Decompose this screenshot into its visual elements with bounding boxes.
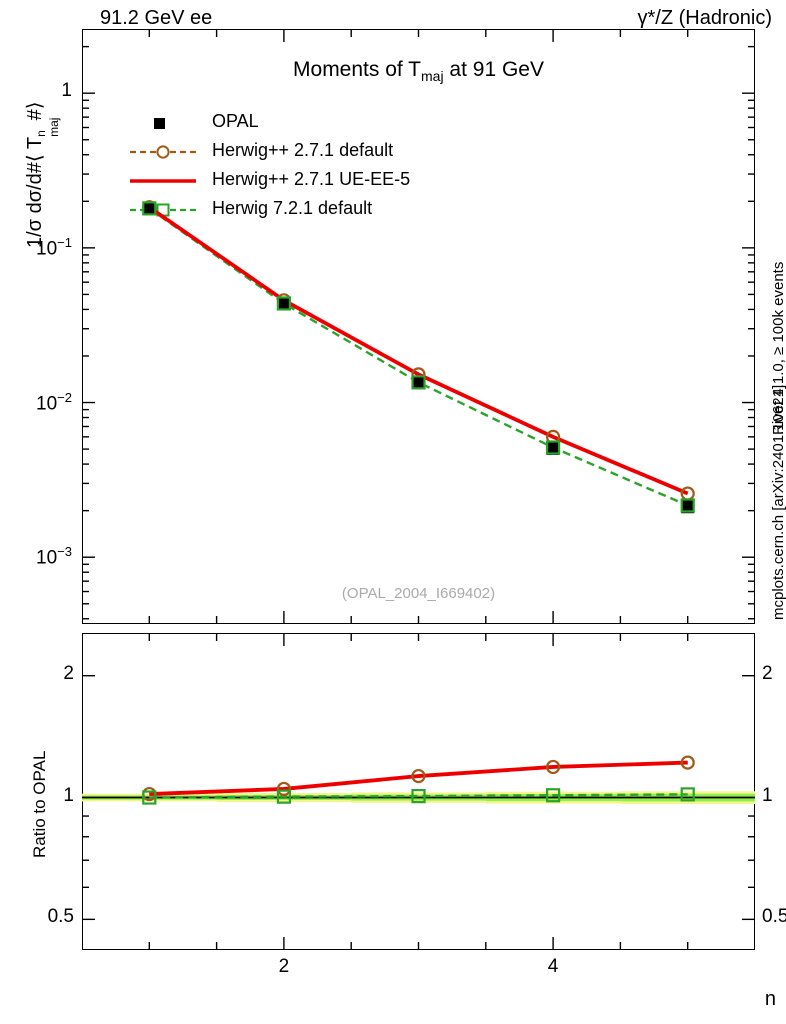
y-tick-label: 10−1 — [36, 234, 72, 260]
dataset-watermark: (OPAL_2004_I669402) — [341, 585, 496, 602]
ratio-tick-label-right: 2 — [762, 662, 773, 684]
y-tick-label: 1 — [61, 80, 72, 102]
ratio-tick-label-right: 1 — [762, 784, 773, 806]
ratio-tick-label-left: 1 — [63, 784, 74, 806]
plot-title-subscript: maj — [421, 68, 444, 85]
y-tick-label: 10−2 — [36, 389, 72, 414]
y-axis-label-sup: n — [34, 130, 48, 137]
y-axis-label-post: #⟩ — [24, 101, 46, 126]
header-process-label: γ*/Z (Hadronic) — [637, 7, 772, 29]
legend-label-herwigpp-default: Herwig++ 2.7.1 default — [212, 140, 394, 160]
plot-title-tail: at 91 GeV — [443, 58, 544, 81]
legend-key-herwigpp-ueee5 — [128, 166, 200, 195]
y-axis-label-pre: 1/σ dσ/d#⟨ T — [24, 136, 46, 248]
ratio-tick-label-left: 0.5 — [47, 906, 74, 928]
y-axis-label-sub: maj — [47, 117, 61, 137]
plot-title-main: Moments of T — [293, 58, 422, 81]
x-axis-label: n — [764, 988, 776, 1010]
header-energy-label: 91.2 GeV ee — [100, 7, 213, 29]
ratio-tick-label-left: 2 — [63, 662, 74, 684]
legend-label-opal: OPAL — [212, 111, 259, 131]
x-tick-label: 4 — [547, 956, 559, 977]
legend-key-opal — [128, 108, 200, 137]
x-tick-label: 2 — [278, 956, 290, 977]
ratio-tick-label-right: 0.5 — [762, 906, 786, 928]
legend-label-herwigpp-ueee5: Herwig++ 2.7.1 UE-EE-5 — [212, 169, 411, 189]
plot-title: Moments of Tmaj at 91 GeV — [82, 58, 755, 84]
legend-key-herwigpp-default — [128, 137, 200, 166]
mcplots-reference-label: mcplots.cern.ch [arXiv:2401.10621] — [770, 384, 786, 620]
y-tick-label: 10−3 — [36, 544, 72, 569]
legend-label-herwig721: Herwig 7.2.1 default — [212, 198, 373, 218]
legend-key-herwig721 — [128, 195, 200, 224]
ratio-plot-panel — [82, 633, 755, 950]
